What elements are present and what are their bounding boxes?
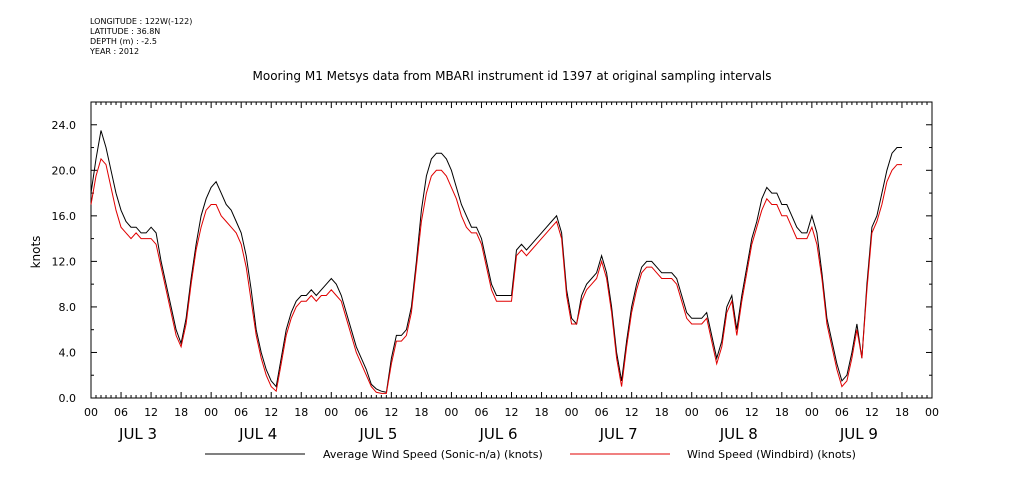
x-hour-label: 18 [895, 406, 909, 419]
x-day-label: JUL 6 [478, 425, 517, 443]
x-hour-label: 12 [264, 406, 278, 419]
x-hour-label: 18 [294, 406, 308, 419]
x-hour-label: 06 [114, 406, 128, 419]
depth-label: DEPTH (m) : -2.5 [90, 37, 157, 46]
x-hour-label: 18 [775, 406, 789, 419]
y-tick-label: 24.0 [52, 119, 77, 132]
chart-title: Mooring M1 Metsys data from MBARI instru… [253, 69, 772, 83]
x-hour-label: 00 [925, 406, 939, 419]
x-day-label: JUL 7 [599, 425, 638, 443]
x-hour-label: 18 [174, 406, 188, 419]
series-line-average-wind [90, 130, 902, 393]
series-layer [90, 130, 902, 394]
x-day-label: JUL 4 [238, 425, 277, 443]
x-hour-label: 12 [865, 406, 879, 419]
x-hour-label: 18 [535, 406, 549, 419]
tick-labels: 0.0 4.0 8.0 12.0 16.0 20.0 24.0 00 06 12 18 00 06 12 1… [52, 119, 940, 443]
x-hour-label: 00 [84, 406, 98, 419]
y-tick-label: 20.0 [52, 164, 77, 177]
plot-frame [90, 101, 933, 399]
x-hour-label: 00 [805, 406, 819, 419]
legend-label-average: Average Wind Speed (Sonic-n/a) (knots) [323, 448, 543, 461]
x-hour-label: 00 [685, 406, 699, 419]
latitude-label: LATITUDE : 36.8N [90, 27, 161, 36]
x-hour-label: 00 [204, 406, 218, 419]
series-line-windbird [90, 157, 902, 394]
x-hour-label: 06 [595, 406, 609, 419]
plot-axes [90, 101, 933, 399]
longitude-label: LONGITUDE : 122W(-122) [90, 17, 193, 26]
x-hour-label: 06 [835, 406, 849, 419]
x-hour-label: 18 [414, 406, 428, 419]
x-day-label: JUL 9 [839, 425, 878, 443]
x-hour-label: 12 [144, 406, 158, 419]
x-hour-label: 12 [384, 406, 398, 419]
y-tick-label: 16.0 [52, 210, 77, 223]
y-tick-label: 12.0 [52, 255, 77, 268]
y-tick-label: 4.0 [59, 346, 77, 359]
y-axis-label: knots [29, 236, 43, 269]
y-tick-label: 8.0 [59, 301, 77, 314]
x-hour-label: 00 [444, 406, 458, 419]
x-hour-label: 06 [354, 406, 368, 419]
year-label: YEAR : 2012 [90, 47, 140, 56]
x-hour-label: 12 [505, 406, 519, 419]
x-hour-label: 18 [655, 406, 669, 419]
y-tick-label: 0.0 [59, 392, 77, 405]
legend: Average Wind Speed (Sonic-n/a) (knots) W… [205, 448, 856, 461]
x-day-label: JUL 8 [719, 425, 758, 443]
x-hour-label: 12 [745, 406, 759, 419]
legend-label-windbird: Wind Speed (Windbird) (knots) [687, 448, 856, 461]
x-hour-label: 06 [715, 406, 729, 419]
x-hour-label: 00 [324, 406, 338, 419]
x-hour-label: 00 [565, 406, 579, 419]
metadata-block: LONGITUDE : 122W(-122) LATITUDE : 36.8N … [90, 17, 192, 57]
x-day-label: JUL 3 [118, 425, 157, 443]
x-hour-label: 06 [474, 406, 488, 419]
x-hour-label: 12 [625, 406, 639, 419]
x-day-label: JUL 5 [358, 425, 397, 443]
x-hour-label: 06 [234, 406, 248, 419]
